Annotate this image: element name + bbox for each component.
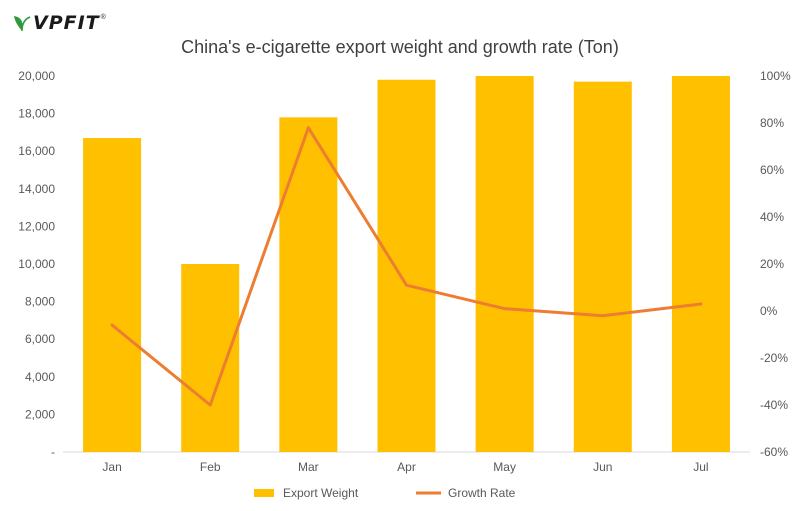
bar-export-weight — [279, 117, 338, 453]
right-tick-label: 60% — [760, 163, 784, 177]
legend-label-export-weight: Export Weight — [283, 486, 359, 500]
x-tick-label: Apr — [397, 460, 416, 474]
legend-swatch-export-weight — [254, 489, 274, 497]
right-tick-label: -40% — [760, 398, 788, 412]
left-tick-label: 8,000 — [25, 295, 55, 309]
line-series — [110, 126, 703, 407]
bar-export-weight — [181, 264, 240, 452]
x-tick-label: Jul — [693, 460, 708, 474]
left-tick-label: 10,000 — [18, 257, 55, 271]
brand-logo: VPFIT ® — [12, 12, 106, 34]
left-tick-label: 6,000 — [25, 332, 55, 346]
left-tick-label: 4,000 — [25, 370, 55, 384]
right-tick-label: 20% — [760, 257, 784, 271]
right-tick-label: -20% — [760, 351, 788, 365]
left-tick-label: - — [51, 445, 55, 459]
growth-rate-point — [601, 314, 605, 318]
x-tick-label: Feb — [200, 460, 221, 474]
right-tick-label: 0% — [760, 304, 778, 318]
growth-rate-point — [405, 283, 408, 287]
bar-series — [83, 76, 730, 453]
left-axis: - 2,000 4,000 6,000 8,000 10,000 12,000 14,000 1… — [18, 69, 55, 459]
left-tick-label: 16,000 — [18, 144, 55, 158]
x-tick-label: Mar — [298, 460, 319, 474]
bar-export-weight — [475, 76, 534, 452]
x-tick-label: Jun — [593, 460, 612, 474]
chart-title: China's e-cigarette export weight and gr… — [181, 37, 619, 57]
x-tick-label: May — [493, 460, 516, 474]
brand-name: VPFIT — [33, 12, 100, 34]
bar-export-weight — [377, 79, 436, 452]
x-tick-label: Jan — [102, 460, 121, 474]
legend-label-growth-rate: Growth Rate — [448, 486, 516, 500]
legend: Export Weight Growth Rate — [254, 486, 516, 500]
right-axis: -60% -40% -20% 0% 20% 40% 60% 80% 100% — [760, 69, 791, 459]
bar-export-weight — [573, 81, 632, 452]
registered-mark: ® — [100, 14, 106, 21]
x-axis: Jan Feb Mar Apr May Jun Jul — [102, 460, 708, 474]
leaf-icon — [14, 16, 31, 32]
bar-export-weight — [671, 76, 730, 452]
left-tick-label: 20,000 — [18, 69, 55, 83]
left-tick-label: 12,000 — [18, 219, 55, 233]
growth-rate-point — [503, 307, 507, 311]
left-tick-label: 18,000 — [18, 107, 55, 121]
right-tick-label: 40% — [760, 210, 784, 224]
right-tick-label: 80% — [760, 116, 784, 130]
growth-rate-point — [208, 403, 212, 407]
growth-rate-point — [306, 126, 310, 130]
growth-rate-point — [699, 302, 703, 306]
growth-rate-point — [110, 323, 114, 327]
left-tick-label: 2,000 — [25, 407, 55, 421]
left-tick-label: 14,000 — [18, 182, 55, 196]
bar-export-weight — [83, 138, 142, 453]
right-tick-label: -60% — [760, 445, 788, 459]
right-tick-label: 100% — [760, 69, 791, 83]
